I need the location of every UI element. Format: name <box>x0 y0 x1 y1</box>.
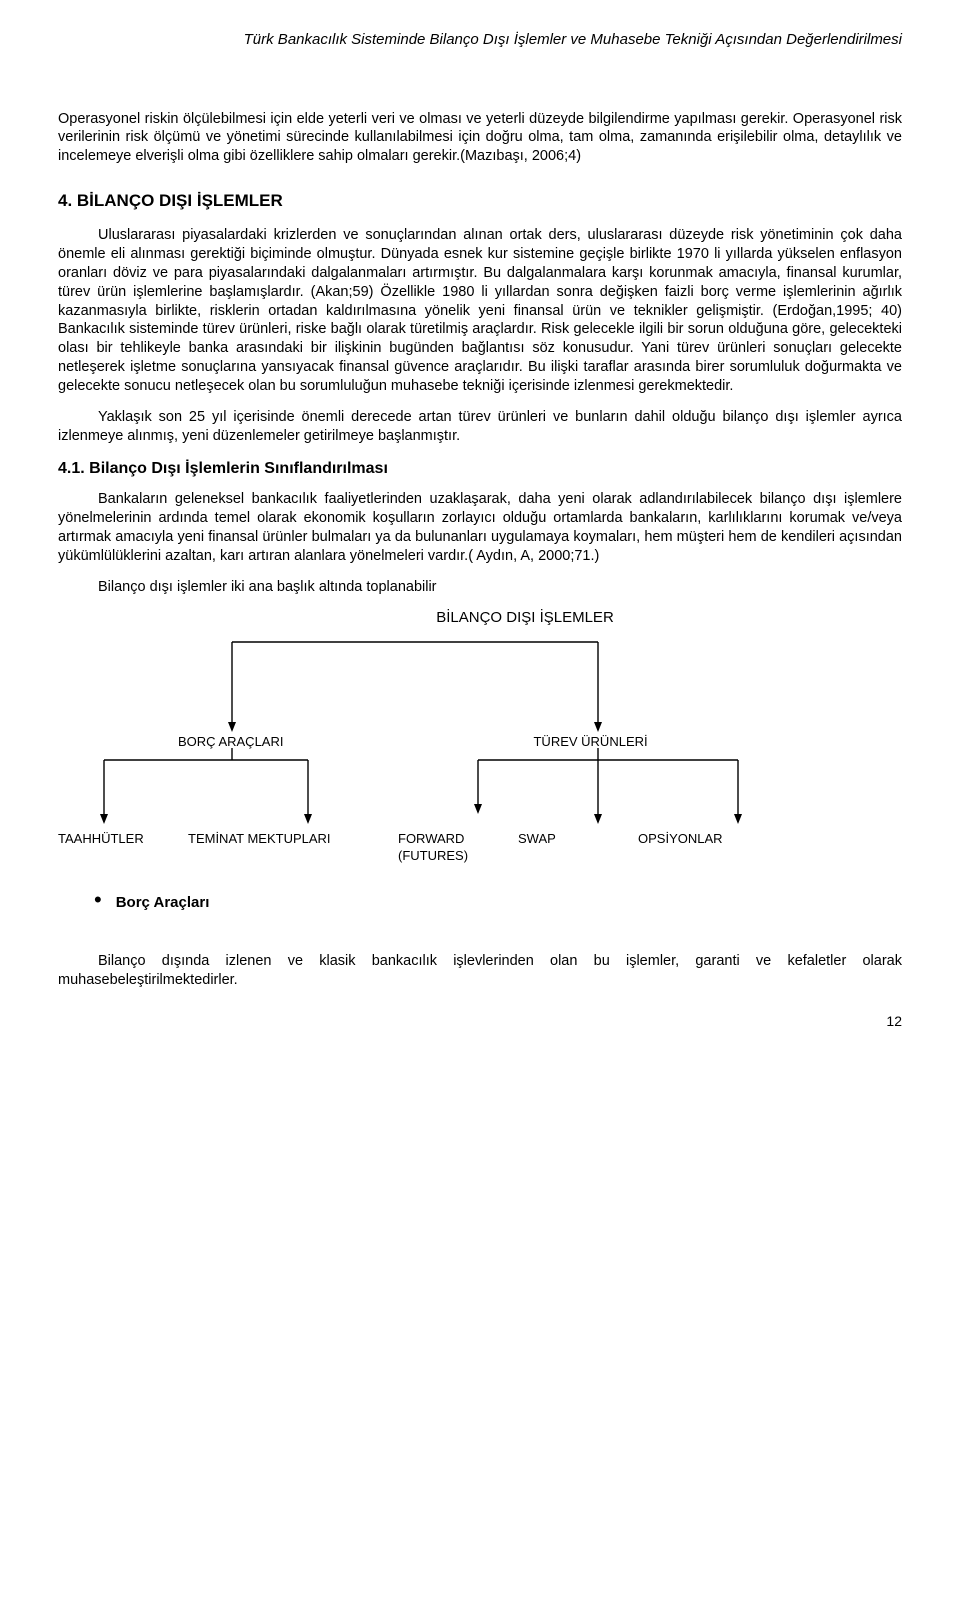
diagram-leaf-forward-line1: FORWARD <box>398 831 518 848</box>
diagram-leaf-forward-futures: FORWARD (FUTURES) <box>398 831 518 865</box>
diagram-leaf-swap: SWAP <box>518 831 638 848</box>
paragraph-1: Operasyonel riskin ölçülebilmesi için el… <box>58 110 902 167</box>
diagram-node-turev-urunleri: TÜREV ÜRÜNLERİ <box>533 734 647 751</box>
bullet-dot-icon: • <box>94 893 102 907</box>
paragraph-2: Uluslararası piyasalardaki krizlerden ve… <box>58 226 902 396</box>
diagram-node-borc-araclari: BORÇ ARAÇLARI <box>178 734 283 751</box>
diagram-leaf-teminat-mektuplari: TEMİNAT MEKTUPLARI <box>188 831 398 848</box>
paragraph-6: Bilanço dışında izlenen ve klasik bankac… <box>58 952 902 990</box>
paragraph-3: Yaklaşık son 25 yıl içerisinde önemli de… <box>58 408 902 446</box>
page-number: 12 <box>58 1012 902 1030</box>
subsection-heading-4-1: 4.1. Bilanço Dışı İşlemlerin Sınıflandır… <box>58 459 902 480</box>
classification-diagram: BİLANÇO DIŞI İŞLEMLER BORÇ ARAÇLARI TÜRE… <box>58 608 902 864</box>
diagram-leaf-taahhutler: TAAHHÜTLER <box>58 831 188 848</box>
paragraph-4: Bankaların geleneksel bankacılık faaliye… <box>58 490 902 565</box>
diagram-root-label: BİLANÇO DIŞI İŞLEMLER <box>148 608 902 628</box>
running-title: Türk Bankacılık Sisteminde Bilanço Dışı … <box>58 30 902 50</box>
diagram-leaf-forward-line2: (FUTURES) <box>398 848 518 865</box>
section-heading-4: 4. BİLANÇO DIŞI İŞLEMLER <box>58 190 902 212</box>
bullet-item-borc-araclari: • Borç Araçları <box>58 893 902 913</box>
paragraph-5: Bilanço dışı işlemler iki ana başlık alt… <box>58 578 902 597</box>
diagram-leaf-opsiyonlar: OPSİYONLAR <box>638 831 758 848</box>
bullet-label: Borç Araçları <box>116 893 210 913</box>
